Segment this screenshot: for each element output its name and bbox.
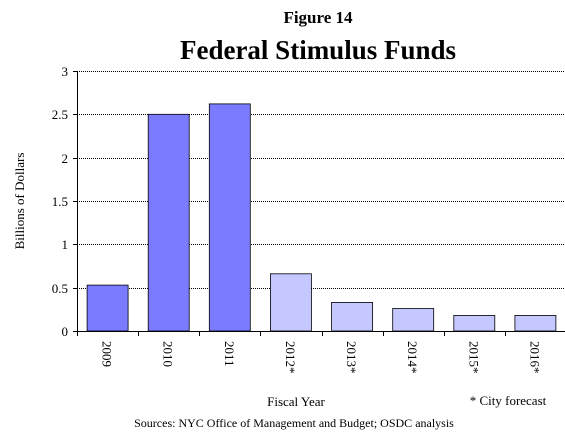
bar <box>148 114 189 331</box>
y-tick-label: 0 <box>62 324 69 339</box>
y-tick-label: 2.5 <box>52 107 68 122</box>
x-axis-label: Fiscal Year <box>267 394 325 409</box>
sources-note: Sources: NYC Office of Management and Bu… <box>134 416 454 430</box>
x-tick-label: 2009 <box>100 341 115 367</box>
y-tick-label: 2 <box>62 151 69 166</box>
y-tick-label: 0.5 <box>52 281 68 296</box>
y-tick-label: 1.5 <box>52 194 68 209</box>
bar <box>332 302 373 331</box>
x-tick-label: 2012* <box>283 341 298 374</box>
x-tick-label: 2011 <box>222 341 237 367</box>
bar <box>454 315 495 331</box>
figure-label: Figure 14 <box>283 8 353 27</box>
bar <box>87 285 128 331</box>
x-tick-label: 2015* <box>466 341 481 374</box>
y-tick-label: 3 <box>62 64 69 79</box>
chart-title: Federal Stimulus Funds <box>180 35 456 65</box>
x-tick-label: 2016* <box>527 341 542 374</box>
x-tick-labels: 2009 2010 2011 2012* 2013* 2014* 2015* 2016* <box>78 331 565 374</box>
y-tick-labels: 0 0.5 1 1.5 2 2.5 3 <box>52 64 77 339</box>
bar <box>515 315 556 331</box>
bars <box>87 104 556 331</box>
bar <box>209 104 250 331</box>
forecast-note: * City forecast <box>470 393 547 408</box>
x-tick-label: 2013* <box>344 341 359 374</box>
x-tick-label: 2014* <box>405 341 420 374</box>
y-tick-label: 1 <box>62 237 69 252</box>
y-axis-label: Billions of Dollars <box>12 153 27 250</box>
x-tick-label: 2010 <box>161 341 176 367</box>
bar <box>270 274 311 331</box>
bar <box>393 309 434 332</box>
